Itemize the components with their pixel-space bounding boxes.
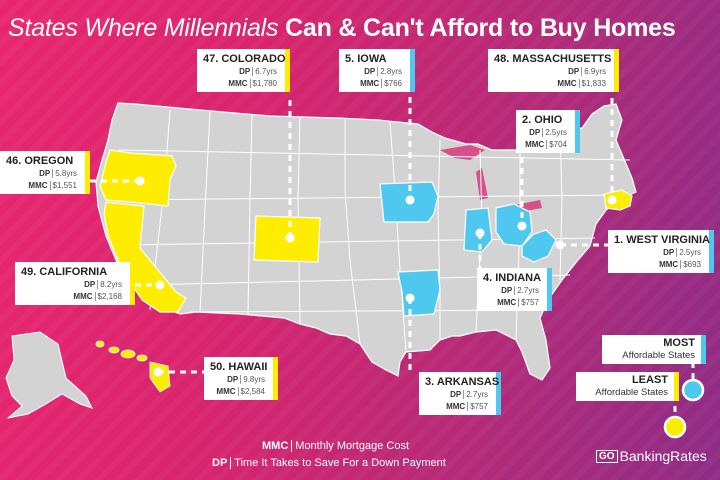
card-oregon-name: 46. OREGON xyxy=(6,155,74,167)
alaska-shape xyxy=(5,331,93,419)
card-hawaii-dp: 9.8yrs xyxy=(243,375,265,384)
card-iowa-dp: 2.8yrs xyxy=(380,67,402,76)
card-west-virginia: 1. WEST VIRGINIA DP 2.5yrs MMC $693 xyxy=(608,230,714,273)
state-arkansas xyxy=(397,269,441,317)
card-massachusetts: 48. MASSACHUSETTS DP 6.9yrs MMC $1,833 xyxy=(488,49,619,92)
brand-name: BankingRates xyxy=(619,448,707,464)
card-iowa-mmc: $766 xyxy=(384,79,402,88)
card-indiana-dp: 2.7yrs xyxy=(517,286,539,295)
card-ohio: 2. OHIO DP 2.5yrs MMC $704 xyxy=(516,110,580,153)
state-california xyxy=(103,201,187,313)
card-california-mmc: $2,168 xyxy=(97,292,122,301)
card-ohio-mmc: $704 xyxy=(549,140,567,149)
card-west-virginia-mmc: $693 xyxy=(683,260,701,269)
card-california-dp: 8.2yrs xyxy=(100,280,122,289)
card-colorado-dp: 6.7yrs xyxy=(255,67,277,76)
card-colorado-mmc: $1,780 xyxy=(252,79,277,88)
card-hawaii-mmc: $2,584 xyxy=(240,387,265,396)
state-west-virginia xyxy=(521,229,557,263)
footer-mmc-definition: MMC Monthly Mortgage Cost xyxy=(262,440,409,452)
leader-lines xyxy=(90,97,695,424)
legend-most-title: MOST xyxy=(663,337,695,349)
brand-go-mark: GO xyxy=(596,450,618,463)
page-title: States Where Millennials Can & Can't Aff… xyxy=(8,14,718,43)
title-part-2: Can & Can't Afford to Buy Homes xyxy=(285,14,676,42)
card-oregon-dp: 5.8yrs xyxy=(55,169,77,178)
card-california: 49. CALIFORNIA DP 8.2yrs MMC $2,168 xyxy=(15,262,135,305)
card-iowa: 5. IOWA DP 2.8yrs MMC $766 xyxy=(339,49,415,92)
card-arkansas: 3. ARKANSAS DP 2.7yrs MMC $757 xyxy=(419,372,501,415)
footer-dp-definition: DP Time It Takes to Save For a Down Payme… xyxy=(212,457,446,469)
legend-least-title: LEAST xyxy=(631,374,668,386)
card-ohio-dp: 2.5yrs xyxy=(545,128,567,137)
title-part-1: States Where Millennials xyxy=(8,14,286,42)
legend-least: LEAST Affordable States xyxy=(576,372,679,401)
card-west-virginia-dp: 2.5yrs xyxy=(679,248,701,257)
card-colorado: 47. COLORADO DP 6.7yrs MMC $1,780 xyxy=(197,49,290,92)
card-iowa-name: 5. IOWA xyxy=(345,53,387,65)
state-markers xyxy=(135,176,617,377)
card-massachusetts-name: 48. MASSACHUSETTS xyxy=(494,53,612,65)
card-hawaii: 50. HAWAII DP 9.8yrs MMC $2,584 xyxy=(204,357,278,400)
card-arkansas-mmc: $757 xyxy=(470,402,488,411)
great-lakes xyxy=(440,145,542,212)
card-indiana-name: 4. INDIANA xyxy=(483,272,542,284)
state-ohio xyxy=(495,203,533,247)
card-ohio-name: 2. OHIO xyxy=(522,114,563,126)
legend-least-subtitle: Affordable States xyxy=(595,387,668,398)
card-arkansas-dp: 2.7yrs xyxy=(466,390,488,399)
legend-least-dot xyxy=(663,415,687,439)
card-hawaii-name: 50. HAWAII xyxy=(210,361,268,373)
card-arkansas-name: 3. ARKANSAS xyxy=(425,376,500,388)
hawaii-islands xyxy=(95,340,171,393)
card-colorado-name: 47. COLORADO xyxy=(203,53,286,65)
legend-most-subtitle: Affordable States xyxy=(622,350,695,361)
card-oregon-mmc: $1,551 xyxy=(52,181,77,190)
legend-most-dot xyxy=(681,378,705,402)
card-massachusetts-mmc: $1,833 xyxy=(581,79,606,88)
legend-most: MOST Affordable States xyxy=(602,335,706,364)
brand-logo: GO BankingRates xyxy=(596,448,707,464)
card-california-name: 49. CALIFORNIA xyxy=(21,266,108,278)
card-west-virginia-name: 1. WEST VIRGINIA xyxy=(614,234,710,246)
card-indiana: 4. INDIANA DP 2.7yrs MMC $757 xyxy=(477,268,552,311)
card-indiana-mmc: $757 xyxy=(521,298,539,307)
card-oregon: 46. OREGON DP 5.8yrs MMC $1,551 xyxy=(0,151,90,194)
card-massachusetts-dp: 6.9yrs xyxy=(584,67,606,76)
state-massachusetts xyxy=(603,189,633,211)
